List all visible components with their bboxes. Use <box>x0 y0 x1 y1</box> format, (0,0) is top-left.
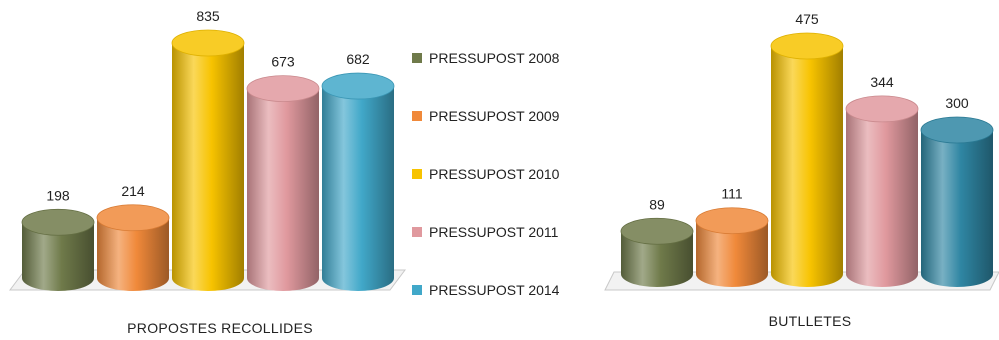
legend-item-1: PRESSUPOST 2009 <box>412 108 560 124</box>
chart2-bar-body-4 <box>921 130 993 287</box>
chart2-bar-body-1 <box>696 220 768 287</box>
chart2-bar-1: 111 <box>695 186 769 287</box>
chart1-bar-top-1 <box>96 204 170 232</box>
chart-propostes-recollides: 198 214 835 673 682 PROPOSTES RECOLLIDES <box>9 8 406 336</box>
chart1-data-label-2: 835 <box>196 8 220 24</box>
legend-item-3: PRESSUPOST 2011 <box>412 224 559 240</box>
chart1-bar-top-3 <box>246 75 320 102</box>
legend-item-4: PRESSUPOST 2014 <box>412 282 560 298</box>
chart1-x-axis-label: PROPOSTES RECOLLIDES <box>127 320 313 336</box>
chart2-bar-2: 475 <box>770 11 844 287</box>
chart2-bar-body-3 <box>846 108 918 287</box>
chart2-bar-body-0 <box>621 231 693 287</box>
chart2-data-label-4: 300 <box>945 95 969 111</box>
chart2-bar-top-3 <box>845 95 919 123</box>
legend-label-4: PRESSUPOST 2014 <box>429 282 560 298</box>
legend-label-3: PRESSUPOST 2011 <box>429 224 559 240</box>
chart1-bar-1: 214 <box>96 183 170 291</box>
chart1-data-label-0: 198 <box>46 187 70 203</box>
chart1-bar-top-2 <box>171 29 245 57</box>
legend: PRESSUPOST 2008 PRESSUPOST 2009 PRESSUPOST… <box>412 50 560 298</box>
chart2-bar-top-1 <box>695 207 769 235</box>
chart2-data-label-0: 89 <box>649 196 665 212</box>
chart2-data-label-1: 111 <box>721 186 742 202</box>
chart2-bar-0: 89 <box>620 196 694 287</box>
legend-swatch-2 <box>412 169 422 179</box>
chart2-bar-top-0 <box>620 217 694 245</box>
chart2-bar-body-2 <box>771 46 843 287</box>
chart1-data-label-3: 673 <box>271 54 295 70</box>
legend-label-0: PRESSUPOST 2008 <box>429 50 560 66</box>
chart1-bar-2: 835 <box>171 8 245 291</box>
chart1-bar-body-0 <box>22 222 94 291</box>
legend-label-2: PRESSUPOST 2010 <box>429 166 560 182</box>
chart2-data-label-3: 344 <box>870 74 894 90</box>
chart-butlletes: 89 111 475 344 300 BUTLLETES <box>604 11 999 329</box>
chart1-data-label-1: 214 <box>121 183 145 199</box>
legend-label-1: PRESSUPOST 2009 <box>429 108 560 124</box>
chart1-bar-body-1 <box>97 217 169 291</box>
chart2-bar-3: 344 <box>845 74 919 287</box>
chart1-bar-4: 682 <box>321 51 395 292</box>
chart1-bar-3: 673 <box>246 54 320 292</box>
chart1-data-label-4: 682 <box>346 51 370 67</box>
legend-swatch-1 <box>412 111 422 121</box>
legend-swatch-4 <box>412 285 422 295</box>
legend-swatch-3 <box>412 227 422 237</box>
chart1-bar-body-3 <box>247 88 319 292</box>
chart1-bar-body-2 <box>172 43 244 291</box>
chart2-bar-top-4 <box>920 116 994 144</box>
legend-item-2: PRESSUPOST 2010 <box>412 166 560 182</box>
chart1-bar-top-0 <box>21 208 95 236</box>
chart2-x-axis-label: BUTLLETES <box>769 313 852 329</box>
chart1-bar-top-4 <box>321 72 395 100</box>
chart1-bar-body-4 <box>322 86 394 292</box>
chart2-bar-top-2 <box>770 32 844 60</box>
chart2-data-label-2: 475 <box>795 11 819 27</box>
chart1-bar-0: 198 <box>21 187 95 291</box>
chart2-bar-4: 300 <box>920 95 994 287</box>
legend-item-0: PRESSUPOST 2008 <box>412 50 560 66</box>
legend-swatch-0 <box>412 53 422 63</box>
